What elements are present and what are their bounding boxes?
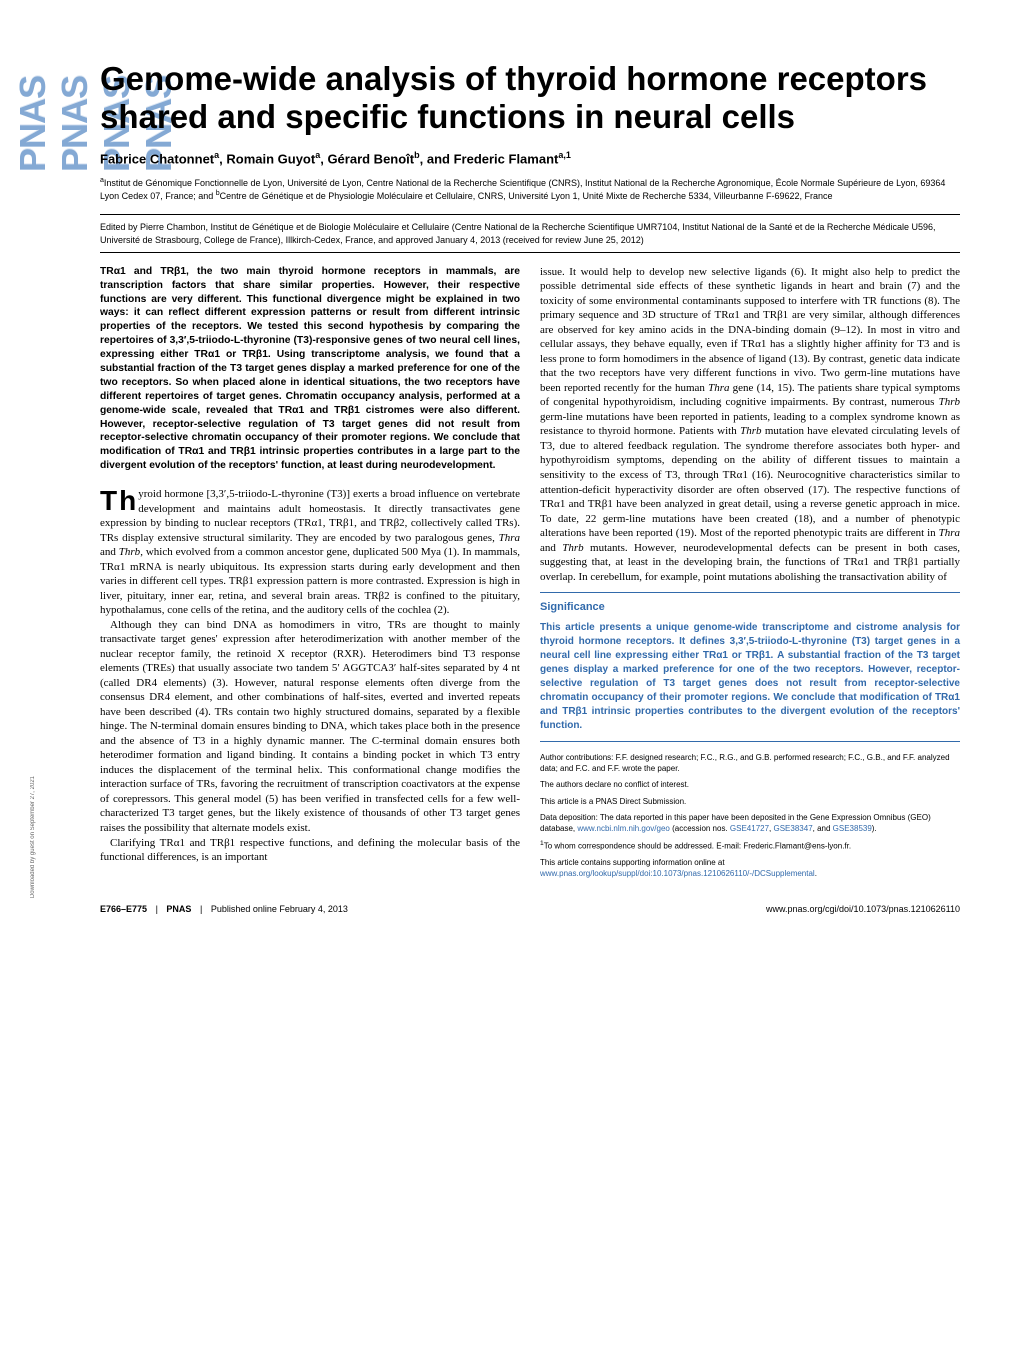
authors-line: Fabrice Chatonneta, Romain Guyota, Gérar… [100, 150, 960, 166]
footer-doi: www.pnas.org/cgi/doi/10.1073/pnas.121062… [766, 904, 960, 914]
significance-text: This article presents a unique genome-wi… [540, 621, 960, 742]
footer-pages: E766–E775 [100, 904, 147, 914]
footnote-contributions: Author contributions: F.F. designed rese… [540, 752, 960, 774]
intro-paragraph-3: Clarifying TRα1 and TRβ1 respective func… [100, 836, 520, 865]
page-footer: E766–E775 | PNAS | Published online Febr… [100, 900, 960, 914]
body-text-left: Thyroid hormone [3,3′,5-triiodo-L-thyron… [100, 487, 520, 864]
footer-left: E766–E775 | PNAS | Published online Febr… [100, 904, 348, 914]
footer-published: Published online February 4, 2013 [211, 904, 348, 914]
footnote-conflict: The authors declare no conflict of inter… [540, 779, 960, 790]
body-right-continuation: issue. It would help to develop new sele… [540, 265, 960, 584]
intro-paragraph-1: Thyroid hormone [3,3′,5-triiodo-L-thyron… [100, 487, 520, 618]
footer-journal: PNAS [166, 904, 191, 914]
two-column-layout: TRα1 and TRβ1, the two main thyroid horm… [100, 265, 960, 885]
significance-title: Significance [540, 601, 960, 613]
significance-box: Significance This article presents a uni… [540, 592, 960, 742]
body-text-right: issue. It would help to develop new sele… [540, 265, 960, 584]
abstract: TRα1 and TRβ1, the two main thyroid horm… [100, 265, 520, 473]
edited-by: Edited by Pierre Chambon, Institut de Gé… [100, 214, 960, 252]
right-column: issue. It would help to develop new sele… [540, 265, 960, 885]
affiliations: aInstitut de Génomique Fonctionnelle de … [100, 176, 960, 202]
footnote-supporting: This article contains supporting informa… [540, 857, 960, 879]
footnotes: Author contributions: F.F. designed rese… [540, 752, 960, 879]
intro-paragraph-2: Although they can bind DNA as homodimers… [100, 618, 520, 836]
footnote-data-deposition: Data deposition: The data reported in th… [540, 812, 960, 834]
footnote-submission: This article is a PNAS Direct Submission… [540, 796, 960, 807]
footnote-correspondence: 1To whom correspondence should be addres… [540, 839, 960, 852]
article-title: Genome-wide analysis of thyroid hormone … [100, 60, 960, 136]
left-column: TRα1 and TRβ1, the two main thyroid horm… [100, 265, 520, 885]
